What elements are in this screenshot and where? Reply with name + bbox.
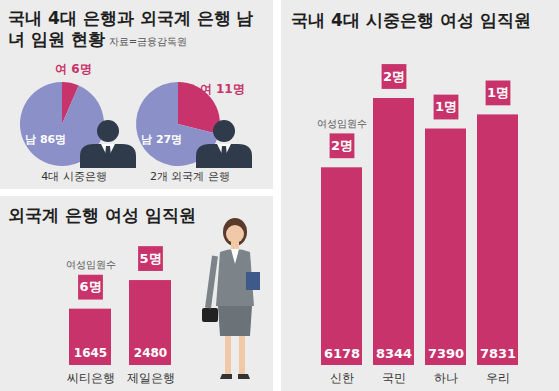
svg-text:2480: 2480 bbox=[134, 346, 167, 360]
svg-text:여 6명: 여 6명 bbox=[55, 62, 92, 76]
svg-text:여성임원수: 여성임원수 bbox=[66, 259, 116, 270]
svg-text:여 11명: 여 11명 bbox=[200, 82, 245, 96]
svg-text:1명: 1명 bbox=[435, 99, 457, 114]
svg-text:5명: 5명 bbox=[139, 251, 161, 266]
svg-text:우리: 우리 bbox=[486, 371, 510, 385]
svg-text:2명: 2명 bbox=[383, 69, 405, 84]
svg-text:제일은행: 제일은행 bbox=[127, 371, 175, 385]
svg-text:2개 외국계 은행: 2개 외국계 은행 bbox=[150, 170, 230, 183]
svg-text:7390: 7390 bbox=[428, 346, 464, 361]
svg-text:남 86명: 남 86명 bbox=[25, 133, 66, 146]
svg-text:신한: 신한 bbox=[330, 371, 354, 385]
svg-text:6명: 6명 bbox=[79, 279, 101, 294]
html-text:국내 4대 은행과 외국계 은행 남녀 임원 현황 자료=금: 국내 4대 은행과 외국계 은행 남녀 임원 현황 자료=금융감독원 bbox=[8, 8, 254, 49]
svg-text:국민: 국민 bbox=[382, 371, 406, 385]
html-text:국내 4대 시중은행 여성 임직원: 국내 4대 시중은행 여성 임직원 bbox=[291, 10, 531, 30]
svg-text:6178: 6178 bbox=[324, 346, 360, 361]
svg-text:여성임원수: 여성임원수 bbox=[317, 118, 367, 129]
svg-text:1명: 1명 bbox=[487, 85, 509, 100]
svg-text:2명: 2명 bbox=[331, 138, 353, 153]
svg-text:하나: 하나 bbox=[434, 371, 458, 385]
svg-text:씨티은행: 씨티은행 bbox=[67, 371, 115, 385]
html-text:외국계 은행 여성 임직원: 외국계 은행 여성 임직원 bbox=[8, 205, 196, 225]
svg-text:남 27명: 남 27명 bbox=[141, 133, 182, 146]
svg-text:7831: 7831 bbox=[480, 346, 516, 361]
svg-text:4대 시중은행: 4대 시중은행 bbox=[41, 170, 107, 183]
svg-text:1645: 1645 bbox=[74, 346, 107, 360]
svg-text:8344: 8344 bbox=[376, 346, 412, 361]
